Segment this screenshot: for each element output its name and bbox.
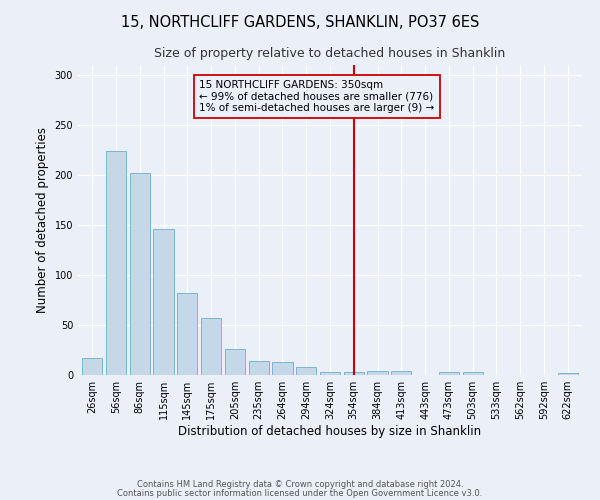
Bar [320, 372, 340, 375]
Bar [82, 358, 103, 375]
Bar [130, 173, 150, 375]
Bar [391, 371, 412, 375]
Bar [106, 151, 126, 375]
Text: 15, NORTHCLIFF GARDENS, SHANKLIN, PO37 6ES: 15, NORTHCLIFF GARDENS, SHANKLIN, PO37 6… [121, 15, 479, 30]
Text: Contains public sector information licensed under the Open Government Licence v3: Contains public sector information licen… [118, 488, 482, 498]
Bar [439, 372, 459, 375]
Bar [296, 367, 316, 375]
Bar [154, 229, 173, 375]
Bar [344, 372, 364, 375]
Bar [201, 318, 221, 375]
Bar [367, 371, 388, 375]
Bar [463, 372, 483, 375]
Bar [272, 362, 293, 375]
Bar [177, 293, 197, 375]
Bar [225, 349, 245, 375]
X-axis label: Distribution of detached houses by size in Shanklin: Distribution of detached houses by size … [178, 425, 482, 438]
Y-axis label: Number of detached properties: Number of detached properties [36, 127, 49, 313]
Bar [248, 361, 269, 375]
Title: Size of property relative to detached houses in Shanklin: Size of property relative to detached ho… [154, 46, 506, 60]
Text: 15 NORTHCLIFF GARDENS: 350sqm
← 99% of detached houses are smaller (776)
1% of s: 15 NORTHCLIFF GARDENS: 350sqm ← 99% of d… [199, 80, 434, 113]
Bar [557, 373, 578, 375]
Text: Contains HM Land Registry data © Crown copyright and database right 2024.: Contains HM Land Registry data © Crown c… [137, 480, 463, 489]
